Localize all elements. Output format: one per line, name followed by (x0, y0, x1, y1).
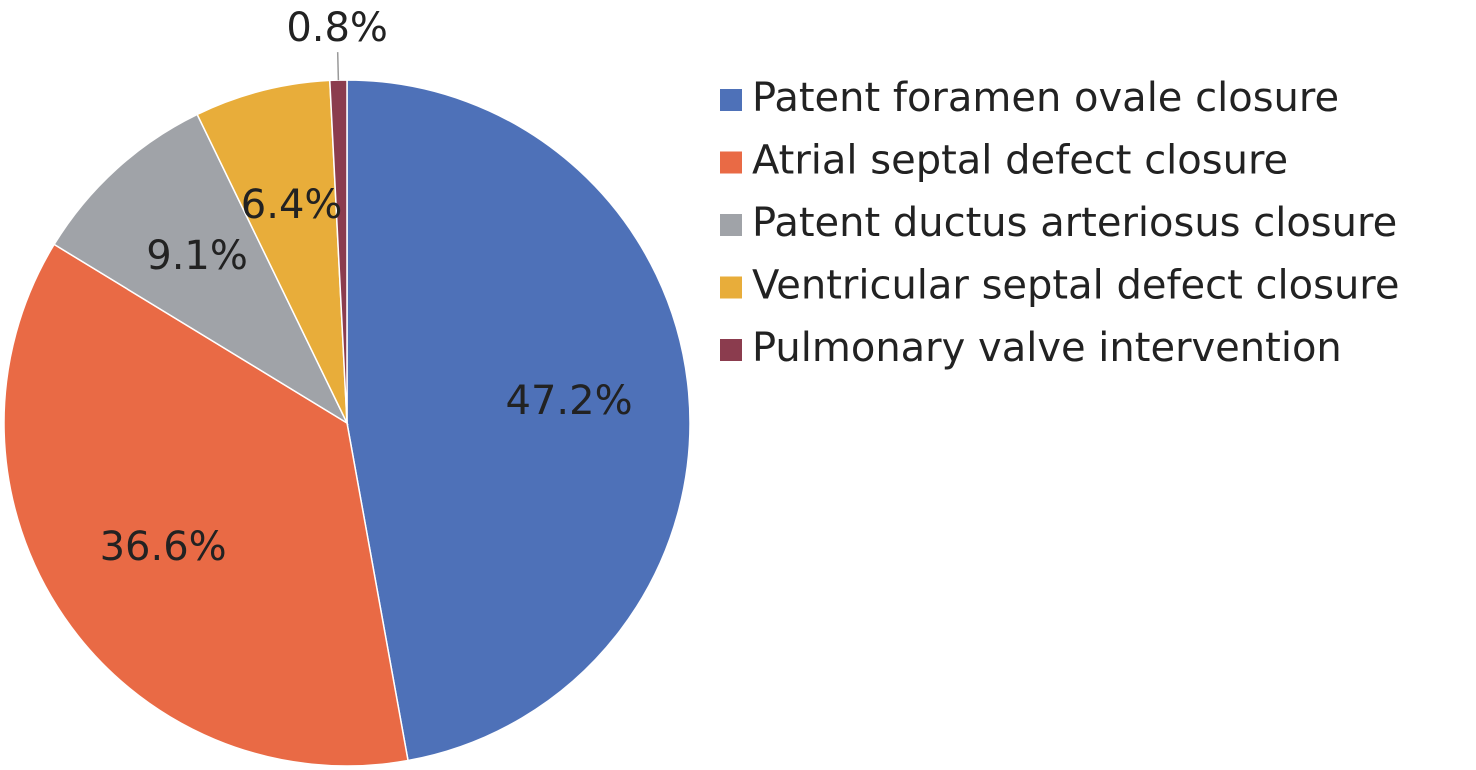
legend-swatch (720, 339, 742, 361)
data-label: 0.8% (286, 5, 388, 51)
leader-line (336, 52, 340, 81)
legend-label: Patent ductus arteriosus closure (752, 200, 1397, 246)
legend-label: Pulmonary valve intervention (752, 325, 1342, 371)
legend-label: Atrial septal defect closure (752, 138, 1288, 184)
pie-slice (328, 79, 348, 424)
pie-slice (3, 243, 409, 767)
legend-swatch (720, 276, 742, 299)
legend-label: Patent foramen ovale closure (752, 75, 1339, 121)
legend-swatch (720, 151, 742, 174)
data-label: 6.4% (241, 182, 343, 228)
legend-swatch (720, 89, 742, 111)
data-label: 47.2% (506, 378, 633, 424)
pie-slice (346, 79, 691, 762)
data-label: 36.6% (100, 524, 227, 570)
data-label: 9.1% (146, 233, 248, 279)
legend-swatch (720, 214, 742, 236)
pie-slice (196, 79, 348, 424)
legend-label: Ventricular septal defect closure (752, 263, 1399, 309)
pie-slice (53, 113, 349, 425)
